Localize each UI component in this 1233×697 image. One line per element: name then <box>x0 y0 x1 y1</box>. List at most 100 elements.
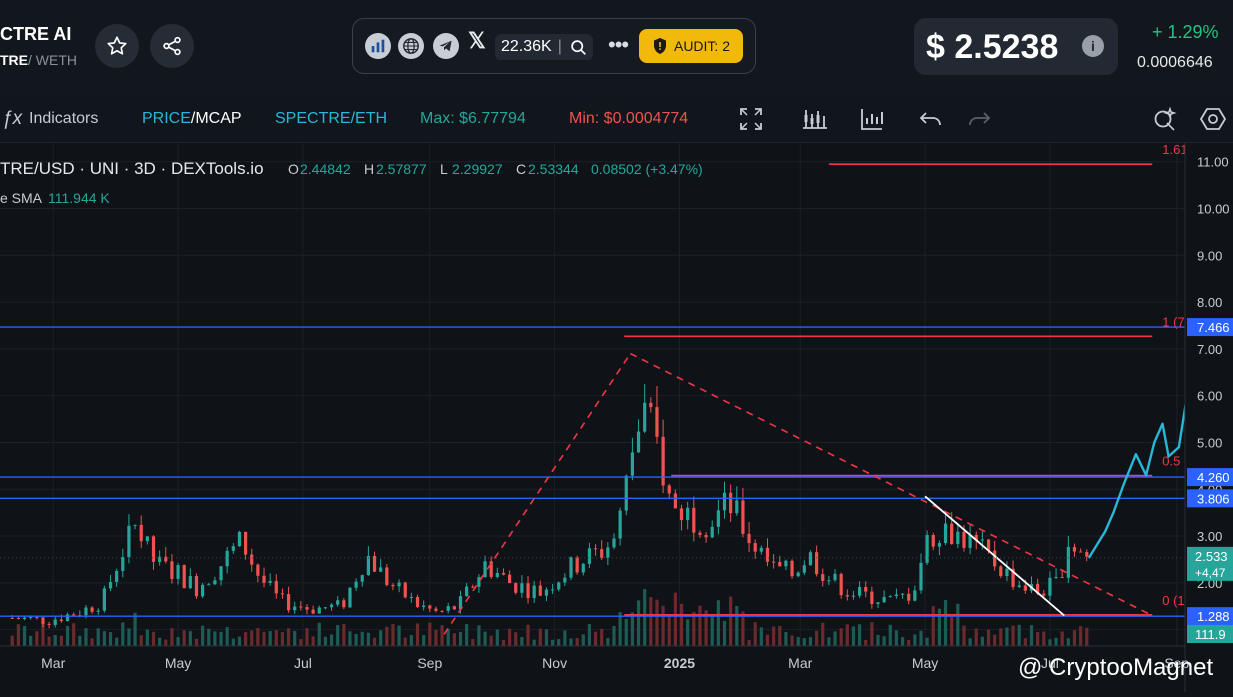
candle-body <box>127 525 131 558</box>
volume-bar <box>747 639 751 646</box>
volume-bar <box>753 622 757 646</box>
candle-body <box>1036 584 1040 594</box>
volume-bar <box>1023 638 1027 646</box>
price-mcap-toggle[interactable]: PRICE/MCAP <box>142 110 242 128</box>
candles-icon[interactable] <box>801 106 827 132</box>
y-tick-label: 7.00 <box>1197 342 1222 357</box>
volume-bar <box>268 631 272 646</box>
candle-body <box>194 576 199 597</box>
volume-bar <box>655 599 659 646</box>
candle-body <box>415 596 420 608</box>
search-icon[interactable] <box>570 39 587 56</box>
volume-bar <box>274 630 278 646</box>
volume-bar <box>1011 625 1015 646</box>
volume-bar <box>305 628 309 646</box>
candle-body <box>354 581 358 588</box>
x-twitter-icon[interactable]: 𝕏 <box>468 28 486 53</box>
candle-body <box>593 548 598 550</box>
volume-bar <box>397 625 401 646</box>
volume-bar <box>440 625 444 646</box>
star-icon <box>107 36 127 55</box>
candle-body <box>29 617 33 619</box>
candle-body <box>164 556 168 562</box>
shield-icon <box>653 38 666 54</box>
volume-bar <box>409 635 413 646</box>
y-tick-label: 11.00 <box>1197 155 1229 170</box>
candle-body <box>336 600 340 605</box>
candle-body <box>342 600 346 608</box>
magic-tool-icon[interactable] <box>1152 106 1178 132</box>
candle-body <box>465 586 469 597</box>
candle-body <box>1048 577 1052 596</box>
candle-body <box>219 566 223 581</box>
volume-bar <box>907 639 911 646</box>
volume-bar <box>575 637 579 646</box>
share-button[interactable] <box>150 24 194 68</box>
candle-body <box>851 595 856 597</box>
triangle-up-line <box>443 353 632 635</box>
y-tick-label: 6.00 <box>1197 389 1222 404</box>
telegram-link[interactable] <box>433 33 459 59</box>
volume-bar <box>968 638 972 646</box>
legend-change: 0.08502 (+3.47%) <box>591 161 703 177</box>
candle-body <box>790 560 794 577</box>
volume-bar <box>950 613 954 646</box>
fullscreen-icon[interactable] <box>738 106 764 132</box>
candle-body <box>446 606 450 611</box>
audit-badge[interactable]: AUDIT: 2 <box>639 29 743 63</box>
volume-bar <box>170 628 174 646</box>
volume-bar <box>839 628 843 646</box>
candle-body <box>1079 551 1083 553</box>
price-change: + 1.29% 2 <box>1152 22 1233 43</box>
candle-body <box>661 436 665 486</box>
volume-bar <box>84 628 88 646</box>
volume-bar <box>78 635 82 646</box>
token-pair: TRE/ WETH <box>0 52 77 68</box>
candle-body <box>618 510 622 539</box>
volume-bar <box>698 605 702 646</box>
info-icon[interactable]: i <box>1082 35 1104 57</box>
candle-body <box>815 552 819 575</box>
volume-bar <box>59 635 63 646</box>
indicators-button[interactable]: Indicators <box>29 110 99 127</box>
favorite-button[interactable] <box>95 24 139 68</box>
volume-bar <box>317 622 321 646</box>
candle-body <box>10 617 14 619</box>
candle-body <box>980 539 984 541</box>
min-price: Min: $0.0004774 <box>569 110 689 127</box>
volume-bar <box>415 623 420 646</box>
candle-body <box>833 573 837 581</box>
volume-bar <box>311 636 315 646</box>
candle-body <box>151 536 156 562</box>
token-header: CTRE AI TRE/ WETH 𝕏 22.36K | ••• AUDIT: … <box>0 0 1233 95</box>
candle-body <box>710 526 714 538</box>
volume-bar <box>477 625 481 646</box>
undo-icon[interactable] <box>918 106 944 132</box>
more-icon[interactable]: ••• <box>608 32 629 57</box>
volume-bar <box>428 622 432 646</box>
fx-icon[interactable]: ƒx <box>2 108 23 129</box>
volume-bar <box>673 592 677 646</box>
volume-bar <box>593 631 598 646</box>
redo-icon[interactable] <box>966 106 992 132</box>
level-tag <box>1187 489 1233 508</box>
website-link[interactable] <box>398 33 424 59</box>
x-tick-label: May <box>912 655 938 671</box>
candle-body <box>919 562 923 591</box>
followers-divider: | <box>557 38 562 55</box>
candle-body <box>403 582 407 598</box>
settings-icon[interactable] <box>1200 106 1226 132</box>
volume-bar <box>821 622 825 646</box>
candle-body <box>636 431 641 453</box>
pair-toggle[interactable]: SPECTRE/ETH <box>275 110 388 127</box>
candle-body <box>452 606 456 610</box>
bar-chart-icon[interactable] <box>859 106 885 132</box>
y-axis: 1.002.003.004.005.006.007.008.009.0010.0… <box>1184 143 1233 692</box>
volume-bar <box>667 615 671 646</box>
volume-bar <box>403 637 407 646</box>
candle-body <box>372 555 377 572</box>
dextools-link[interactable] <box>365 33 391 59</box>
volume-bar <box>993 634 997 646</box>
